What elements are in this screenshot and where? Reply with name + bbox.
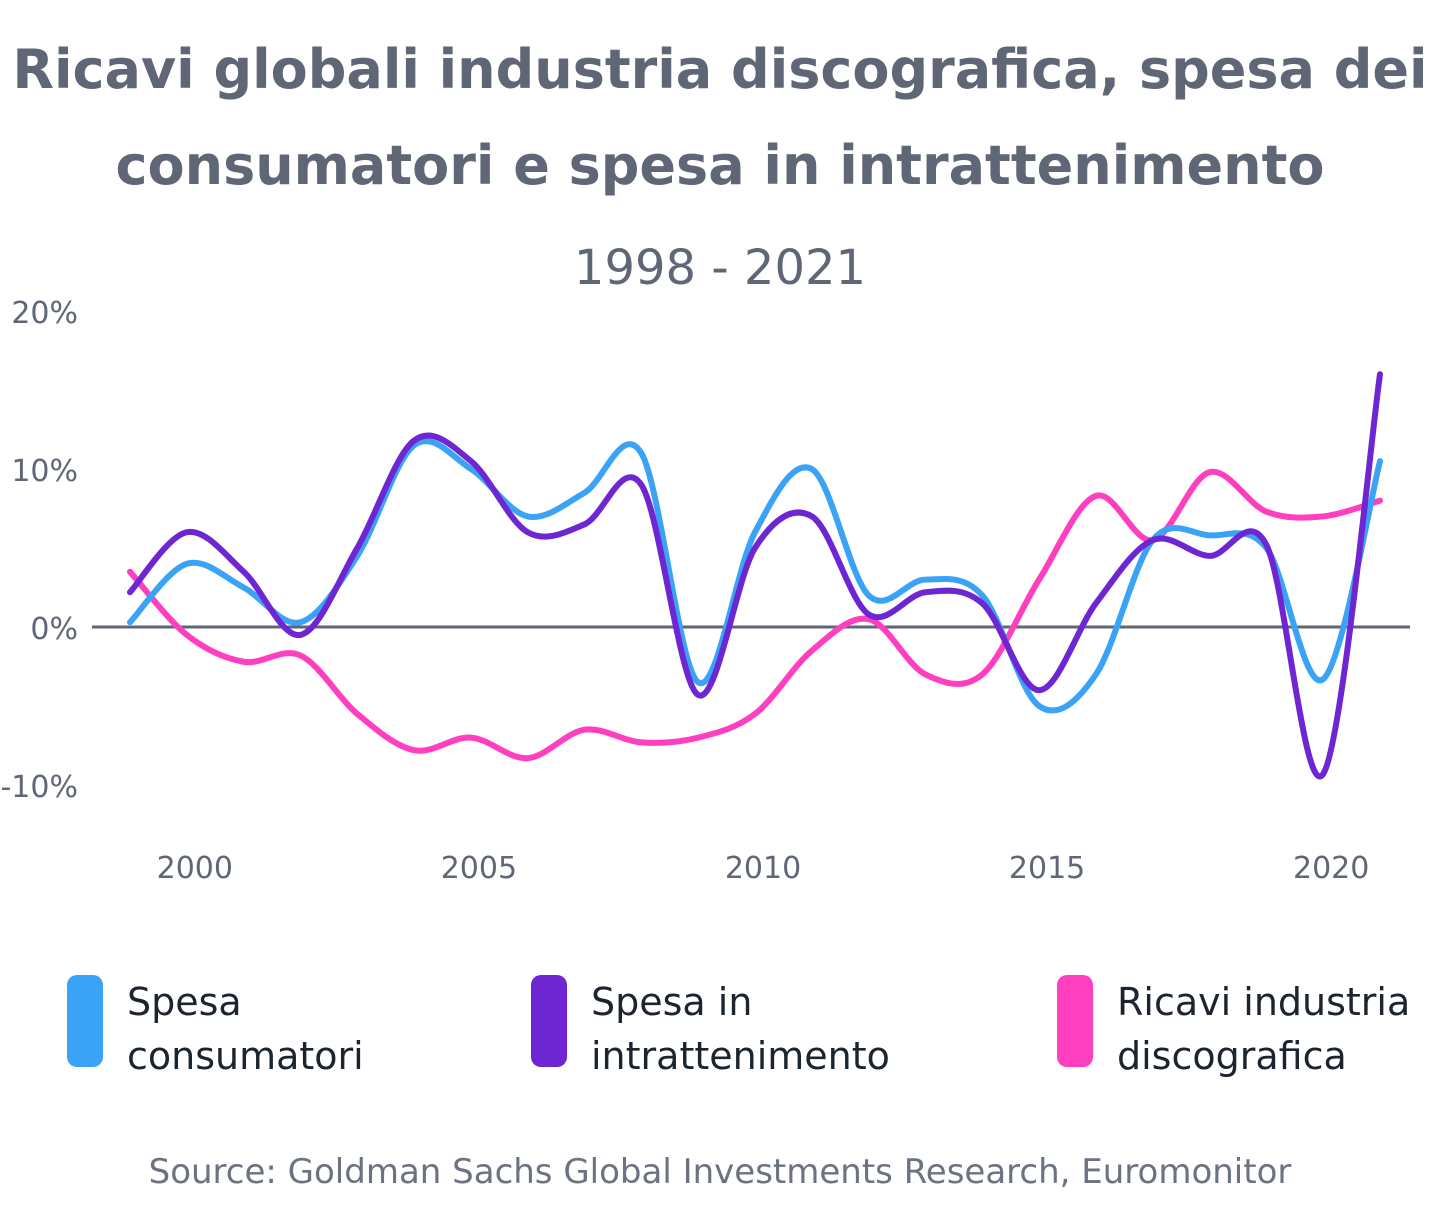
y-tick-label: 0%	[30, 612, 78, 647]
chart-subtitle: 1998 - 2021	[573, 240, 867, 296]
x-tick-label: 2020	[1293, 851, 1369, 886]
series-line-spesa-consumatori	[127, 438, 1383, 714]
legend-item-ricavi-discografica: Ricavi industria discografica	[1057, 975, 1410, 1083]
legend-swatch	[1057, 975, 1093, 1067]
legend-swatch	[67, 975, 103, 1067]
series-line-spesa-in-intrattenimento	[127, 371, 1383, 780]
legend-item-spesa-consumatori: Spesa consumatori	[67, 975, 364, 1083]
chart-title: Ricavi globali industria discografica, s…	[12, 38, 1428, 197]
y-tick-label: -10%	[0, 770, 78, 805]
legend-label: Spesa in intrattenimento	[591, 980, 890, 1078]
source-note: Source: Goldman Sachs Global Investments…	[148, 1152, 1292, 1192]
legend-label: Spesa consumatori	[127, 980, 364, 1078]
line-chart: 20% 10% 0% -10% 2000 2005 2010 2015 2020	[0, 296, 1410, 886]
x-tick-label: 2005	[441, 851, 517, 886]
legend-swatch	[531, 975, 567, 1067]
x-tick-label: 2000	[157, 851, 233, 886]
legend-item-spesa-intrattenimento: Spesa in intrattenimento	[531, 975, 890, 1083]
x-tick-label: 2010	[725, 851, 801, 886]
y-tick-label: 20%	[11, 296, 78, 331]
legend-label: Ricavi industria discografica	[1117, 980, 1411, 1078]
y-tick-label: 10%	[11, 454, 78, 489]
legend: Spesa consumatori Spesa in intrattenimen…	[0, 975, 1440, 1085]
x-tick-label: 2015	[1009, 851, 1085, 886]
